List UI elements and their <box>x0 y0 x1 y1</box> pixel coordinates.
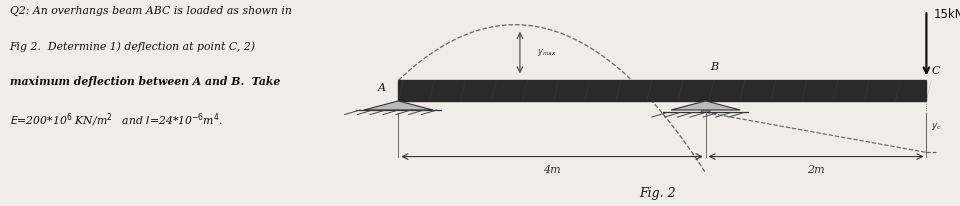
Text: Fig 2.  Determine 1) deflection at point C, 2): Fig 2. Determine 1) deflection at point … <box>10 41 255 52</box>
Text: C: C <box>931 66 940 76</box>
Circle shape <box>701 110 710 112</box>
Text: B: B <box>710 62 718 72</box>
Text: 15kN: 15kN <box>934 8 960 21</box>
Text: $y_{max}$: $y_{max}$ <box>538 47 557 58</box>
Polygon shape <box>671 101 740 110</box>
Text: $y_c$: $y_c$ <box>931 121 942 132</box>
Text: $E$=200*10$^6$ KN/m$^2$   and $I$=24*10$^{-6}$m$^4$.: $E$=200*10$^6$ KN/m$^2$ and $I$=24*10$^{… <box>10 111 223 129</box>
Polygon shape <box>364 101 433 110</box>
Text: maximum deflection between A and B.  Take: maximum deflection between A and B. Take <box>10 76 280 87</box>
Text: A: A <box>378 83 386 92</box>
Text: Fig. 2: Fig. 2 <box>639 187 676 200</box>
Text: 4m: 4m <box>543 165 561 175</box>
Text: Q2: An overhangs beam ABC is loaded as shown in: Q2: An overhangs beam ABC is loaded as s… <box>10 6 292 16</box>
Text: 2m: 2m <box>807 165 825 175</box>
Bar <box>398 80 926 101</box>
